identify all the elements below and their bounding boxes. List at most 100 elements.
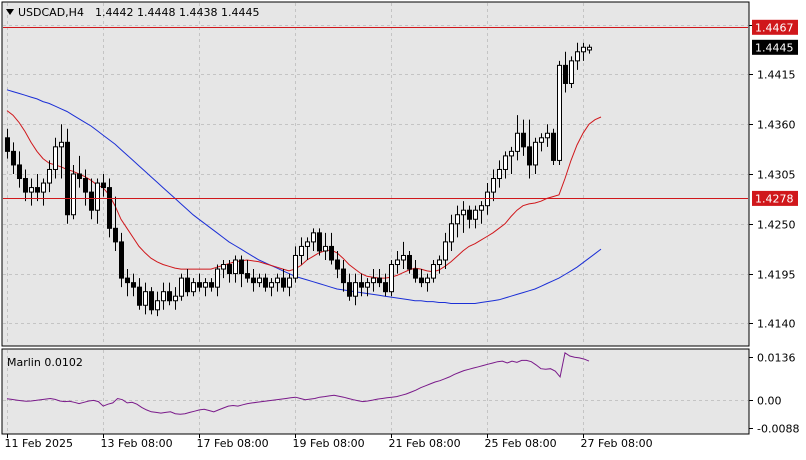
candle-body-bullish [509,150,514,157]
candle-body-bullish [365,282,370,288]
time-tick-label: 27 Feb 08:00 [581,437,653,450]
candle-body-bullish [203,282,208,288]
price-tick-label: 1.4250 [757,219,796,232]
candle-body-bearish [113,227,118,243]
candle [95,178,100,224]
candle-body-bullish [29,187,34,193]
candle-body-bullish [41,182,46,193]
candle [515,115,520,161]
candle-body-bearish [359,282,364,288]
triangle-down-icon[interactable] [6,9,14,15]
candle-body-bearish [551,132,556,161]
candle [251,269,256,292]
candle [245,260,250,283]
candle-body-bullish [557,64,562,161]
candle [563,51,568,93]
candle [503,151,508,179]
candle-body-bearish [521,132,526,148]
candle [335,250,340,279]
candle-body-bullish [443,241,448,261]
candle-body-bullish [449,223,454,243]
indicator-panel[interactable] [1,348,750,435]
time-tick-label: 13 Feb 08:00 [101,437,173,450]
candle [257,273,262,288]
candle [395,250,400,274]
candle [17,151,22,188]
candle [311,228,316,251]
candle [59,124,64,179]
candle-body-bullish [455,214,460,225]
candle [443,232,448,270]
candle-body-bearish [35,187,40,193]
candle [545,124,550,147]
candle [293,246,298,283]
candle [47,160,52,193]
candle [557,60,562,165]
candle-body-bearish [281,277,286,288]
candle [209,278,214,292]
candle [377,269,382,288]
candle-body-bearish [347,282,352,297]
candle-body-bearish [65,141,70,216]
fast-moving-average-line [6,110,602,279]
candle [389,260,394,297]
candle [479,201,484,224]
candle [419,269,424,288]
candle [221,260,226,279]
candle [179,273,184,301]
candle-body-bearish [101,182,106,189]
candle [173,287,178,310]
candle-body-bullish [71,173,76,216]
candle-body-bearish [527,146,532,166]
candle [155,291,160,317]
candle [53,137,58,179]
candle-body-bullish [215,268,220,288]
candle [533,137,538,174]
time-tick-label: 19 Feb 08:00 [293,437,365,450]
candlestick-series [5,42,592,317]
price-tick-label: 1.4140 [757,318,796,331]
candle-body-bullish [581,46,586,53]
candle [359,273,364,297]
candle [197,273,202,292]
level-badge-upper-text: 1.4467 [755,21,794,34]
current-price-badge-bg [752,39,798,55]
candle-body-bearish [377,277,382,284]
candle-body-bullish [311,232,316,243]
candle [569,56,574,88]
horizontal-levels[interactable] [3,27,748,199]
candle [353,273,358,306]
candle [365,278,370,297]
candle-body-bullish [173,295,178,302]
time-tick-label: 21 Feb 08:00 [389,437,461,450]
candle-body-bullish [545,132,550,139]
candle [83,169,88,206]
candle [461,201,466,233]
candle-body-bearish [563,64,568,84]
candle-body-bullish [155,300,160,311]
candle-body-bullish [533,141,538,166]
candle [125,269,130,297]
indicator-axis: 0.0136 0.00 -0.0088 [749,352,799,436]
candle-body-bullish [353,282,358,297]
candle-body-bearish [341,268,346,284]
candle-body-bullish [401,254,406,261]
moving-averages [6,89,602,304]
level-badge-lower-text: 1.4278 [755,192,794,205]
candle-body-bullish [257,277,262,284]
candle [431,260,436,283]
candle-body-bearish [197,282,202,288]
candle [77,155,82,188]
candle-body-bearish [11,150,16,166]
candle-body-bearish [263,277,268,288]
candle [287,273,292,297]
candle [587,44,592,54]
candle-body-bullish [233,259,238,275]
candle-body-bullish [425,277,430,284]
candle-body-bearish [17,164,22,180]
time-tick-label: 17 Feb 08:00 [197,437,269,450]
candle [329,232,334,265]
candle [71,164,76,220]
